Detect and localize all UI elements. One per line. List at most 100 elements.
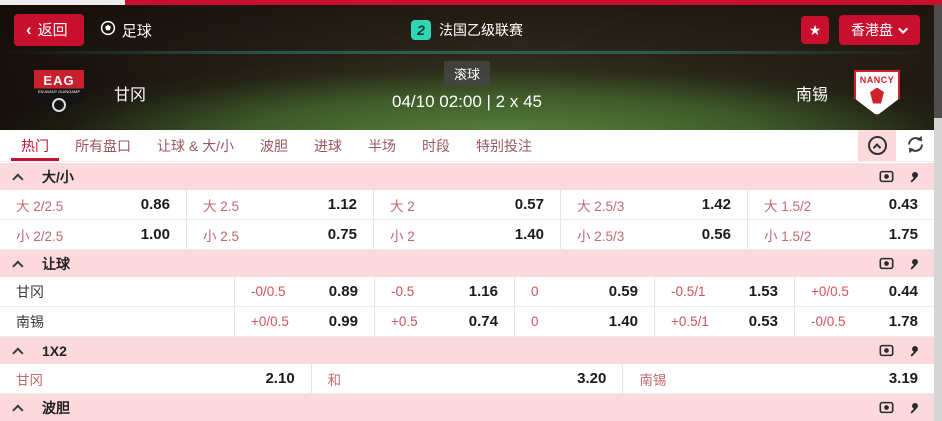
tab-period[interactable]: 时段	[422, 137, 451, 154]
odds-cell[interactable]: 0 1.40	[515, 307, 655, 336]
odds-cell[interactable]: 小 2.5/3 0.56	[561, 220, 748, 249]
tab-handicap-ou[interactable]: 让球 & 大/小	[157, 137, 235, 154]
pin-icon[interactable]	[906, 344, 920, 358]
scrollbar-thumb[interactable]	[934, 5, 942, 118]
odds-cell[interactable]: -0.5 1.16	[375, 277, 515, 306]
odds-cell[interactable]: 小 1.5/2 1.75	[748, 220, 934, 249]
page-load-progress-bar	[0, 0, 942, 5]
under-row: 小 2/2.5 1.00 小 2.5 0.75 小 2 1.40 小 2.5/3 0.5…	[0, 220, 934, 250]
home-logo-emblem	[52, 97, 66, 112]
chevron-up-icon	[12, 403, 24, 416]
live-tv-icon[interactable]	[879, 400, 894, 415]
home-logo-text: EAG	[43, 72, 75, 88]
odds-cell[interactable]: +0.5/1 0.53	[655, 307, 795, 336]
vertical-scrollbar[interactable]	[934, 5, 942, 421]
odds-value: 1.75	[888, 226, 918, 243]
odds-value: 3.20	[577, 370, 607, 387]
home-team: EAG EN AVANT GUINGAMP 甘冈	[34, 69, 147, 116]
pin-icon[interactable]	[906, 257, 920, 271]
section-header-over-under[interactable]: 大/小	[0, 163, 934, 190]
odds-cell[interactable]: 0 0.59	[515, 277, 655, 306]
odds-value: 1.53	[748, 283, 778, 300]
odds-label: 大 2	[390, 198, 415, 214]
odds-value: 0.74	[468, 313, 498, 330]
section-title: 让球	[42, 255, 70, 272]
odds-cell[interactable]: 大 2 0.57	[374, 190, 561, 219]
live-tv-icon[interactable]	[879, 256, 894, 271]
odds-value: 0.53	[748, 313, 778, 330]
pin-icon[interactable]	[906, 401, 920, 415]
refresh-icon	[905, 134, 926, 158]
league-header: 2 法国乙级联赛	[411, 20, 523, 40]
tab-hot[interactable]: 热门	[11, 130, 59, 161]
match-status: 滚球 04/10 02:00 | 2 x 45	[392, 61, 542, 112]
handicap-label: +0/0.5	[251, 314, 289, 329]
tab-all-markets[interactable]: 所有盘口	[75, 137, 131, 154]
odds-cell[interactable]: 小 2/2.5 1.00	[0, 220, 187, 249]
home-team-name: 甘冈	[114, 86, 147, 104]
odds-cell[interactable]: -0/0.5 0.89	[235, 277, 375, 306]
odds-cell[interactable]: 大 2.5/3 1.42	[561, 190, 748, 219]
section-header-correct-score[interactable]: 波胆	[0, 394, 934, 421]
odds-label: 小 2/2.5	[16, 228, 64, 244]
live-tv-icon[interactable]	[879, 343, 894, 358]
odds-cell[interactable]: +0/0.5 0.99	[235, 307, 375, 336]
section-header-handicap[interactable]: 让球	[0, 250, 934, 277]
team-name-cell: 南锡	[0, 307, 235, 336]
tab-correct-score[interactable]: 波胆	[260, 137, 289, 154]
odds-cell[interactable]: 小 2 1.40	[374, 220, 561, 249]
sport-label: 足球	[121, 22, 152, 40]
handicap-home-row: 甘冈 -0/0.5 0.89 -0.5 1.16 0 0.59 -0.5/1 1.53 …	[0, 277, 934, 307]
odds-cell[interactable]: +0.5 0.74	[375, 307, 515, 336]
odds-cell[interactable]: 大 2.5 1.12	[187, 190, 374, 219]
odds-cell[interactable]: 大 1.5/2 0.43	[748, 190, 934, 219]
odds-cell[interactable]: 小 2.5 0.75	[187, 220, 374, 249]
handicap-label: -0.5	[391, 284, 415, 299]
league-name: 法国乙级联赛	[439, 22, 523, 38]
odds-label: 小 2	[390, 228, 415, 244]
handicap-label: +0/0.5	[811, 284, 849, 299]
chevron-up-icon	[12, 259, 24, 272]
odds-value: 3.19	[888, 370, 919, 387]
tab-half[interactable]: 半场	[368, 137, 397, 154]
odds-cell[interactable]: +0/0.5 0.44	[795, 277, 934, 306]
pin-icon[interactable]	[906, 170, 920, 184]
sport-football-link[interactable]: 足球	[100, 20, 152, 41]
favorite-star-button[interactable]: ★	[801, 16, 829, 44]
section-header-1x2[interactable]: 1X2	[0, 337, 934, 364]
odds-label: 大 2.5/3	[577, 198, 625, 214]
tab-specials[interactable]: 特别投注	[476, 137, 533, 154]
odds-cell-away-win[interactable]: 南锡 3.19	[623, 364, 934, 393]
odds-label: 小 1.5/2	[764, 228, 812, 244]
handicap-label: +0.5	[391, 314, 418, 329]
handicap-label: -0.5/1	[671, 284, 706, 299]
odds-value: 2.10	[265, 370, 295, 387]
odds-value: 1.42	[701, 196, 731, 213]
live-tv-icon[interactable]	[879, 169, 894, 184]
section-icons	[879, 343, 922, 358]
back-button[interactable]: ‹ 返回	[14, 14, 84, 46]
collapse-all-button[interactable]	[858, 130, 896, 161]
odds-cell[interactable]: 大 2/2.5 0.86	[0, 190, 187, 219]
refresh-button[interactable]	[896, 130, 934, 161]
odds-cell[interactable]: -0/0.5 1.78	[795, 307, 934, 336]
odds-cell[interactable]: -0.5/1 1.53	[655, 277, 795, 306]
progress-fill	[125, 0, 942, 5]
odds-cell-draw[interactable]: 和 3.20	[312, 364, 624, 393]
odds-value: 0.86	[140, 196, 170, 213]
odds-value: 0.99	[328, 313, 358, 330]
league-logo-icon: 2	[411, 20, 431, 40]
odds-value: 0.44	[888, 283, 918, 300]
soccer-ball-icon	[100, 20, 116, 40]
handicap-away-row: 南锡 +0/0.5 0.99 +0.5 0.74 0 1.40 +0.5/1 0.53 …	[0, 307, 934, 337]
away-logo-text: NANCY	[859, 74, 895, 85]
handicap-label: +0.5/1	[671, 314, 709, 329]
home-logo-subtext: EN AVANT GUINGAMP	[37, 88, 80, 94]
match-hero: ‹ 返回 足球 2 法国乙级联赛 ★ 香港盘 EAG EN	[0, 5, 934, 130]
chevron-up-icon	[12, 346, 24, 359]
tab-goals[interactable]: 进球	[314, 137, 343, 154]
odds-cell-home-win[interactable]: 甘冈 2.10	[0, 364, 312, 393]
odds-format-selector[interactable]: 香港盘	[839, 15, 920, 45]
markets-list: 大/小 大 2/2.5 0.86 大 2.5 1.12 大 2 0.57 大 2.5/…	[0, 163, 934, 421]
odds-value: 1.16	[468, 283, 498, 300]
